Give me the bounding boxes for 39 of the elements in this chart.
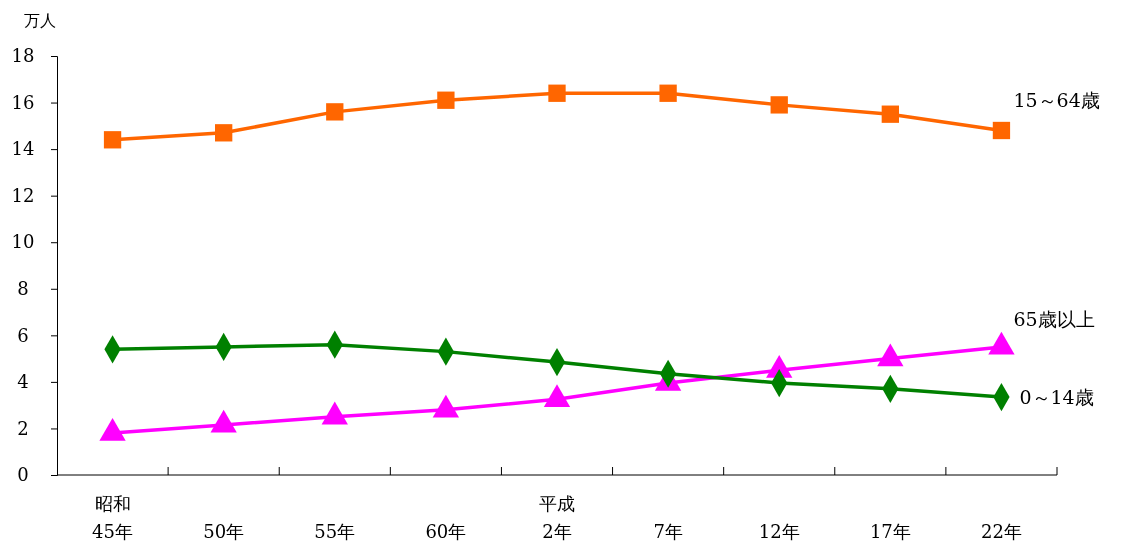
x-tick-label: 昭和 45年 (92, 493, 134, 542)
y-tick-label: 18 (11, 45, 35, 67)
point (437, 91, 455, 109)
x-tick-label: 60年 (425, 521, 467, 542)
x-tick-label: 平成 2年 (539, 493, 575, 542)
point (543, 384, 571, 407)
y-tick-label: 0 (17, 464, 29, 486)
y-tick-label: 14 (11, 138, 35, 160)
point (321, 401, 348, 425)
series-label: 0～14歳 (1019, 386, 1094, 409)
point (659, 84, 677, 102)
x-tick-label: 50年 (203, 521, 245, 542)
point (99, 417, 126, 441)
series-label: 15～64歳 (1013, 89, 1100, 112)
y-tick-label: 16 (11, 91, 35, 113)
y-tick-label: 2 (17, 417, 29, 439)
point (992, 121, 1011, 140)
y-tick-label: 6 (17, 324, 29, 346)
point (988, 331, 1015, 355)
x-tick-label: 17年 (869, 521, 911, 542)
point (770, 96, 788, 114)
x-tick-label: 12年 (758, 521, 800, 542)
series-label: 65歳以上 (1013, 307, 1095, 330)
x-tick-label: 22年 (980, 521, 1022, 542)
x-tick-label: 55年 (314, 521, 356, 542)
y-axis-title: 万人 (24, 11, 56, 30)
y-tick-label: 12 (11, 184, 35, 206)
point (877, 343, 904, 367)
point (432, 394, 460, 418)
point (215, 124, 233, 142)
point (326, 103, 344, 121)
point (210, 409, 237, 433)
y-tick-label: 4 (17, 371, 29, 393)
y-tick-label: 10 (11, 231, 35, 253)
point (548, 84, 566, 102)
y-tick-label: 8 (17, 278, 29, 300)
point (103, 131, 122, 149)
x-tick-label: 7年 (653, 521, 683, 542)
point (881, 105, 899, 123)
